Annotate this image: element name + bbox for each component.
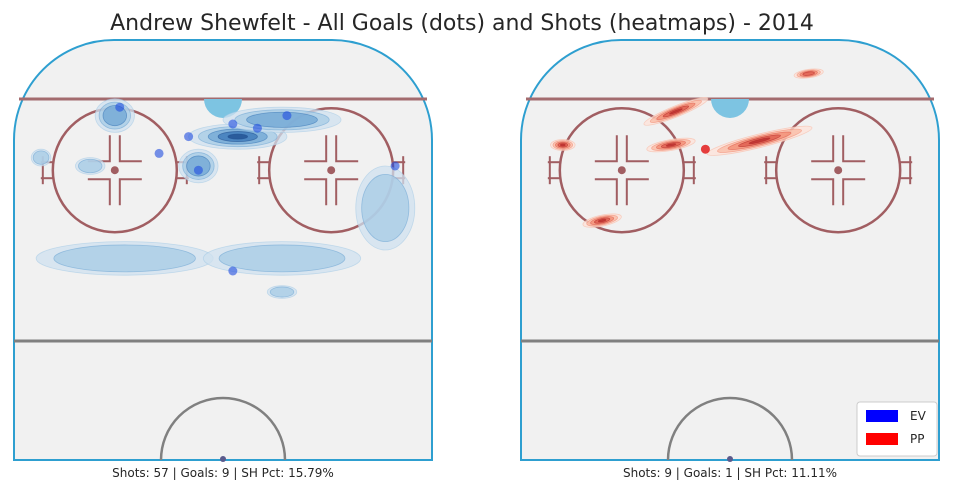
faceoff-dot-left [617, 166, 626, 175]
faceoff-marker [842, 135, 866, 163]
heatmap-contour [559, 143, 566, 147]
faceoff-marker [625, 178, 649, 206]
heatmap-contour [78, 158, 103, 174]
faceoff-marker [811, 135, 835, 163]
faceoff-circle-right [774, 106, 902, 234]
heatmap-contour [748, 137, 771, 145]
faceoff-marker [625, 135, 649, 163]
faceoff-marker [304, 178, 328, 206]
rink-panel-ev [13, 39, 433, 462]
center-circle [159, 396, 287, 461]
pp-caption: Shots: 9 | Goals: 1 | SH Pct: 11.11% [623, 466, 837, 480]
heatmap-contour [53, 244, 196, 273]
faceoff-marker [594, 135, 618, 163]
legend: EV PP [856, 401, 938, 457]
heatmap-contour [246, 111, 318, 128]
goal-dot-ev [390, 161, 400, 171]
heatmap-contour [665, 143, 677, 147]
ev-caption: Shots: 57 | Goals: 9 | SH Pct: 15.79% [112, 466, 334, 480]
goal-dot-ev [282, 111, 292, 121]
goal-crease [711, 99, 749, 118]
goal-dot-ev [228, 266, 238, 276]
rink-panel-pp [520, 39, 940, 462]
heatmap-contour [802, 71, 815, 76]
goal-dot-ev [193, 165, 203, 175]
faceoff-marker [304, 135, 328, 163]
heatmap-contour [32, 150, 50, 165]
heatmap-contour [269, 286, 295, 298]
faceoff-marker [335, 135, 359, 163]
goal-dot-pp [700, 144, 710, 154]
center-dot [220, 456, 226, 462]
faceoff-marker [118, 178, 142, 206]
goal-dot-ev [228, 119, 238, 129]
heatmap-ev [30, 98, 416, 299]
faceoff-marker [87, 178, 111, 206]
faceoff-marker [842, 178, 866, 206]
heatmap-contour [227, 133, 248, 140]
goal-dot-ev [154, 148, 164, 158]
faceoff-marker [118, 135, 142, 163]
goal-dot-ev [184, 132, 194, 142]
faceoff-marker [811, 178, 835, 206]
heatmap-pp [550, 68, 824, 228]
center-dot [727, 456, 733, 462]
faceoff-dot-left [110, 166, 119, 175]
faceoff-dot-right [834, 166, 843, 175]
center-circle [666, 396, 794, 461]
legend-swatch-pp [866, 433, 898, 445]
faceoff-marker [594, 178, 618, 206]
heatmap-contour [218, 244, 346, 273]
heatmap-contour [669, 108, 683, 115]
chart-title: Andrew Shewfelt - All Goals (dots) and S… [110, 11, 814, 36]
legend-label-pp: PP [910, 432, 924, 446]
faceoff-circle-left [558, 106, 686, 234]
legend-label-ev: EV [910, 409, 927, 423]
faceoff-dot-right [327, 166, 336, 175]
rink-boards [520, 39, 940, 461]
faceoff-marker [335, 178, 359, 206]
legend-swatch-ev [866, 410, 898, 422]
goal-dot-ev [252, 123, 262, 133]
goal-dot-ev [115, 102, 125, 112]
heatmap-contour [597, 218, 607, 223]
heatmap-contour [361, 173, 410, 242]
